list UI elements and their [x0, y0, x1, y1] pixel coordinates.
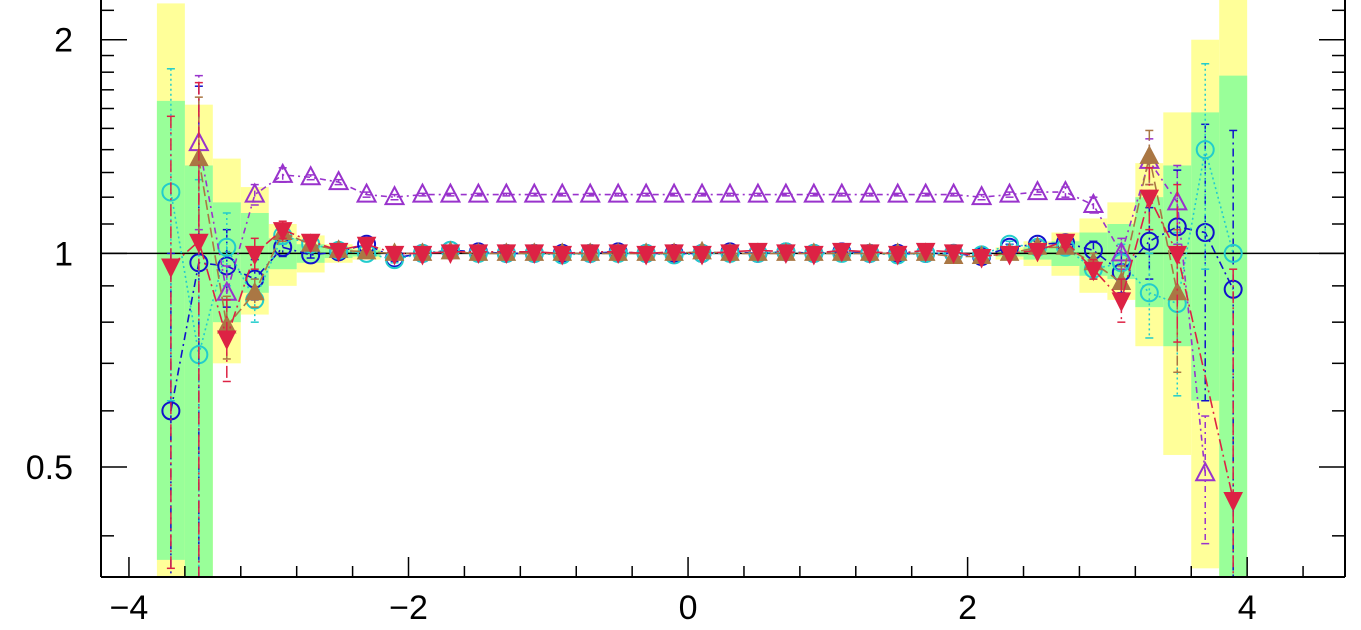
data-point — [244, 182, 266, 203]
data-point — [803, 182, 825, 203]
data-point — [915, 182, 937, 203]
series-5 — [161, 81, 1243, 578]
data-point — [1139, 231, 1159, 251]
series-1 — [161, 85, 1243, 578]
series-3 — [188, 74, 1216, 545]
plot-frame — [100, 0, 1346, 578]
data-point — [776, 244, 796, 264]
data-point — [1139, 145, 1160, 164]
data-point — [663, 182, 685, 203]
data-point — [1195, 140, 1215, 160]
data-point — [1139, 189, 1160, 210]
data-point — [1083, 261, 1104, 282]
data-point — [300, 165, 322, 186]
data-point — [523, 182, 545, 203]
data-point — [467, 182, 490, 203]
x-tick-label: 0 — [679, 589, 698, 627]
uncertainty-bands — [156, 0, 1248, 578]
data-point — [161, 258, 181, 279]
data-point — [1167, 245, 1188, 266]
series-2 — [161, 62, 1243, 578]
data-series — [161, 62, 1243, 578]
data-point — [1055, 233, 1076, 254]
data-point — [1223, 243, 1243, 263]
data-point — [1110, 241, 1133, 262]
data-point — [887, 182, 909, 203]
data-point — [887, 245, 908, 266]
data-point — [551, 182, 573, 203]
data-point — [859, 244, 880, 264]
data-point — [635, 182, 657, 203]
data-point — [1111, 292, 1132, 312]
data-point — [691, 182, 713, 203]
data-point — [189, 233, 209, 254]
data-point — [272, 162, 294, 183]
data-point — [607, 182, 629, 203]
data-point — [664, 244, 684, 264]
data-point — [272, 222, 293, 242]
y-tick-label: 2 — [54, 22, 73, 60]
data-point — [1054, 179, 1077, 201]
data-point — [300, 233, 321, 254]
data-point — [383, 185, 406, 206]
series-4 — [189, 96, 1188, 374]
data-point — [804, 245, 824, 266]
data-point — [915, 242, 936, 263]
data-point — [719, 182, 741, 203]
data-point — [244, 245, 265, 266]
data-point — [748, 242, 768, 263]
data-point — [998, 182, 1021, 203]
tick-labels: −4 −2 0 2 4 0.5 1 2 — [26, 22, 1257, 627]
data-point — [411, 182, 434, 203]
data-point — [328, 242, 349, 263]
data-point — [552, 245, 573, 266]
data-point — [999, 245, 1020, 266]
data-point — [971, 248, 992, 269]
data-point — [468, 244, 489, 264]
data-point — [608, 244, 628, 264]
x-tick-label: 2 — [958, 589, 977, 627]
data-point — [356, 236, 377, 257]
data-point — [831, 242, 852, 263]
x-tick-label: −2 — [389, 589, 428, 627]
data-point — [216, 330, 237, 351]
data-point — [1139, 283, 1159, 303]
y-tick-label: 0.5 — [26, 449, 73, 487]
data-point — [579, 182, 601, 203]
data-point — [496, 244, 517, 264]
data-point — [970, 185, 993, 206]
data-point — [1082, 192, 1105, 213]
data-point — [580, 244, 601, 264]
y-tick-label: 1 — [54, 235, 73, 273]
data-point — [1027, 242, 1048, 263]
data-point — [244, 281, 265, 301]
data-point — [859, 182, 881, 203]
data-point — [747, 182, 769, 203]
data-point — [1026, 179, 1049, 201]
data-point — [636, 245, 656, 266]
data-point — [1223, 492, 1243, 512]
x-tick-label: −4 — [110, 589, 149, 627]
data-point — [943, 244, 964, 264]
data-point — [384, 245, 405, 266]
data-point — [327, 170, 350, 191]
data-point — [355, 182, 378, 203]
data-point — [692, 245, 712, 266]
data-point — [440, 244, 461, 264]
data-point — [942, 182, 965, 203]
axis-ticks — [101, 9, 1345, 577]
data-point — [524, 244, 545, 264]
x-tick-label: 4 — [1238, 589, 1257, 627]
data-point — [412, 245, 433, 266]
data-point — [720, 244, 740, 264]
data-point — [775, 182, 797, 203]
data-point — [1194, 461, 1216, 482]
data-point — [439, 182, 462, 203]
data-point — [495, 182, 518, 203]
data-point — [831, 182, 853, 203]
